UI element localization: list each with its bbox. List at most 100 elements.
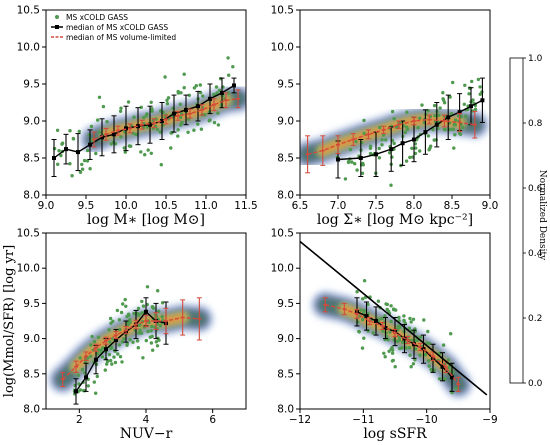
scatter-point xyxy=(424,112,428,117)
scatter-point xyxy=(382,351,386,355)
scatter-point xyxy=(441,343,446,347)
scatter-point xyxy=(119,135,123,139)
scatter-point xyxy=(109,346,113,350)
scatter-point xyxy=(390,351,395,355)
scatter-point xyxy=(158,130,162,134)
scatter-point xyxy=(447,366,451,370)
scatter-point xyxy=(113,142,118,146)
scatter-point xyxy=(96,335,101,339)
scatter-point xyxy=(180,120,184,125)
scatter-point xyxy=(76,373,81,378)
scatter-point xyxy=(427,341,432,346)
y-tick-label: 9.5 xyxy=(277,298,294,310)
scatter-point xyxy=(134,132,138,137)
scatter-point xyxy=(124,304,128,308)
scatter-point xyxy=(362,336,366,340)
scatter-point xyxy=(145,285,150,289)
x-tick-label: 9.0 xyxy=(38,200,55,212)
scatter-point xyxy=(391,348,395,352)
scatter-point xyxy=(425,341,429,345)
scatter-point xyxy=(402,314,406,318)
series-point xyxy=(450,375,454,380)
scatter-point xyxy=(212,120,217,125)
scatter-point xyxy=(471,98,475,102)
scatter-point xyxy=(105,362,109,366)
scatter-point xyxy=(154,124,158,128)
x-tick-label: −11 xyxy=(352,414,374,426)
y-tick-label: 9.0 xyxy=(277,116,294,128)
scatter-point xyxy=(388,151,392,155)
scatter-point xyxy=(159,163,163,167)
series-point xyxy=(434,122,439,127)
scatter-point xyxy=(118,355,123,359)
series-black-median xyxy=(51,77,237,177)
plot-frame xyxy=(45,9,247,196)
scatter-point xyxy=(101,104,106,109)
scatter-point xyxy=(418,335,423,339)
scatter-point xyxy=(368,151,373,156)
series-point xyxy=(64,147,68,152)
scatter-point xyxy=(453,118,458,122)
scatter-point xyxy=(219,103,224,107)
y-tick-label: 10.0 xyxy=(271,42,294,54)
scatter-point xyxy=(391,358,395,363)
scatter-point xyxy=(407,346,412,350)
scatter-point xyxy=(360,171,365,175)
scatter-point xyxy=(408,155,412,160)
scatter-point xyxy=(437,377,442,381)
x-axis-label: log sSFR xyxy=(363,426,427,442)
scatter-point xyxy=(139,150,143,154)
scatter-point xyxy=(116,352,120,356)
scatter-point xyxy=(409,365,413,369)
scatter-point xyxy=(359,308,363,312)
scatter-point xyxy=(400,346,404,350)
scatter-point xyxy=(196,122,200,126)
scatter-point xyxy=(416,126,420,130)
y-tick-label: 8.5 xyxy=(277,153,294,165)
scatter-point xyxy=(426,134,431,138)
scatter-point xyxy=(408,353,412,357)
plot-frame xyxy=(299,9,491,196)
scatter-point xyxy=(413,358,417,362)
scatter-point xyxy=(165,102,170,106)
scatter-point xyxy=(437,113,441,118)
scatter-point xyxy=(71,137,76,141)
scatter-point xyxy=(60,141,65,145)
scatter-point xyxy=(169,146,173,150)
scatter-point xyxy=(380,138,384,142)
x-tick-label: 4 xyxy=(143,414,150,426)
scatter-point xyxy=(155,344,160,348)
series-point xyxy=(184,107,188,112)
colorbar-tick-label: 0.6 xyxy=(528,184,543,194)
scatter-point xyxy=(105,120,109,124)
series-point xyxy=(114,338,118,343)
scatter-point xyxy=(113,360,118,365)
scatter-point xyxy=(94,151,98,156)
scatter-point xyxy=(398,325,402,329)
legend: MS xCOLD GASS median of MS xCOLD GASS me… xyxy=(51,13,176,42)
scatter-point xyxy=(198,83,202,87)
colorbar-label: Normalized Density xyxy=(537,170,547,261)
scatter-point xyxy=(80,167,85,171)
scatter-point xyxy=(231,65,235,69)
series-point xyxy=(446,115,451,120)
y-tick-label: 8.5 xyxy=(277,368,294,380)
x-tick-label: 8.5 xyxy=(444,200,461,212)
scatter-point xyxy=(390,109,395,114)
series-point xyxy=(88,142,92,147)
scatter-point xyxy=(123,150,128,154)
series-point xyxy=(100,135,104,140)
scatter-point xyxy=(140,299,144,304)
scatter-point xyxy=(395,339,399,343)
scatter-point xyxy=(451,80,455,85)
scatter-point xyxy=(89,124,94,129)
series-point xyxy=(148,122,152,127)
scatter-point xyxy=(361,163,365,167)
x-tick-label: 6.5 xyxy=(292,200,309,212)
scatter-point xyxy=(78,388,83,392)
series-point xyxy=(440,364,445,369)
scatter-point xyxy=(89,343,93,347)
scatter-point xyxy=(362,279,367,283)
scatter-point xyxy=(438,106,442,110)
scatter-point xyxy=(414,146,418,150)
